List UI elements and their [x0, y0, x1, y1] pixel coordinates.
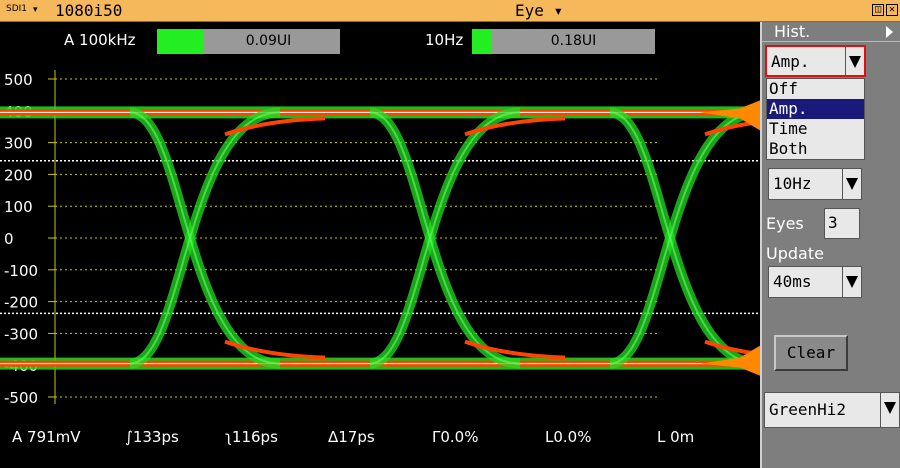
jitter-hp1-value: 0.09UI: [245, 33, 292, 49]
option-both[interactable]: Both: [769, 139, 808, 158]
jitter-hp1-meter: 0.09UI: [157, 29, 340, 54]
rise-time-readout: ∫133ps: [125, 428, 179, 446]
top-overshoot: [224, 116, 326, 137]
close-icon[interactable]: ✕: [886, 4, 898, 16]
color-scheme-select[interactable]: GreenHi2: [764, 392, 900, 428]
falling-edge-core: [129, 111, 281, 365]
filter-value: 10Hz: [773, 174, 812, 193]
y-tick-label: -200: [4, 294, 38, 312]
chevron-down-icon[interactable]: [845, 47, 864, 75]
y-tick-label: -300: [4, 325, 38, 343]
chevron-down-icon[interactable]: [880, 393, 899, 427]
clear-button[interactable]: Clear: [774, 335, 848, 371]
jitter-hp2-value: 0.18UI: [550, 33, 597, 49]
top-overshoot: [464, 116, 566, 137]
chevron-down-icon[interactable]: [842, 267, 861, 297]
jitter-hp2-bar: [472, 29, 493, 54]
rise-fall-delta-readout: Δ17ps: [328, 428, 375, 446]
update-label: Update: [766, 244, 824, 263]
falling-edge: [609, 107, 760, 369]
y-tick-label: -100: [4, 262, 38, 280]
option-time[interactable]: Time: [769, 119, 808, 138]
amplitude-readout: A 791mV: [12, 428, 81, 446]
title-bar: SDI1 ▾ 1080i50 Eye ▾ ◫ ✕: [0, 0, 900, 22]
histogram-bottom: [700, 345, 760, 376]
input-dropdown-icon[interactable]: ▾: [33, 5, 38, 15]
bottom-overshoot: [224, 339, 326, 360]
panel-title: Hist.: [774, 22, 811, 41]
chevron-down-icon[interactable]: [842, 169, 861, 199]
fall-overshoot-readout: L0.0%: [545, 428, 592, 446]
histogram-top: [700, 100, 760, 131]
update-rate-select[interactable]: 40ms: [768, 266, 862, 298]
video-format-label: 1080i50: [55, 1, 123, 20]
bottom-overshoot: [464, 339, 566, 360]
rising-edge-core: [609, 111, 760, 365]
window-title-menu[interactable]: Eye ▾: [515, 1, 563, 20]
y-tick-label: 500: [4, 71, 33, 89]
histogram-mode-options: Off Amp. Time Both: [766, 78, 865, 160]
panel-divider: [762, 41, 900, 42]
eyes-label: Eyes: [766, 214, 804, 233]
falling-edge-core: [369, 111, 521, 365]
restore-icon[interactable]: ◫: [872, 4, 884, 16]
fall-time-readout: ʅ116ps: [225, 428, 278, 446]
y-tick-label: -500: [4, 389, 38, 407]
option-amp[interactable]: Amp.: [767, 99, 864, 119]
update-rate-value: 40ms: [773, 272, 812, 291]
y-tick-label: 100: [4, 198, 33, 216]
panel-next-arrow-icon[interactable]: [886, 26, 893, 38]
cable-length-readout: L 0m: [657, 428, 695, 446]
jitter-hp2-meter: 0.18UI: [472, 29, 655, 54]
title-dropdown-icon[interactable]: ▾: [553, 1, 564, 20]
falling-edge-core: [609, 111, 760, 365]
histogram-mode-value: Amp.: [771, 52, 810, 71]
eye-diagram-canvas: 5004003002001000-100-200-300-400-500: [0, 70, 760, 407]
y-tick-label: 300: [4, 135, 33, 153]
histogram-mode-select[interactable]: Amp.: [765, 45, 866, 77]
color-scheme-value: GreenHi2: [769, 400, 847, 419]
rising-edge: [609, 107, 760, 369]
jitter-hp1-label: A 100kHz: [64, 31, 136, 49]
eyes-input[interactable]: 3: [824, 208, 860, 239]
eye-diagram-display: 5004003002001000-100-200-300-400-500 A 1…: [0, 22, 760, 468]
histogram-settings-panel: Hist. Amp. Off Amp. Time Both 10Hz Eyes …: [760, 22, 900, 468]
window-title: Eye: [515, 1, 544, 20]
y-tick-label: 200: [4, 166, 33, 184]
y-tick-label: 0: [4, 230, 14, 248]
rise-overshoot-readout: Γ0.0%: [432, 428, 479, 446]
jitter-hp1-bar: [157, 29, 203, 54]
input-selector[interactable]: SDI1: [6, 4, 28, 14]
jitter-hp2-label: 10Hz: [425, 31, 464, 49]
filter-select[interactable]: 10Hz: [768, 168, 862, 200]
option-off[interactable]: Off: [769, 79, 798, 98]
